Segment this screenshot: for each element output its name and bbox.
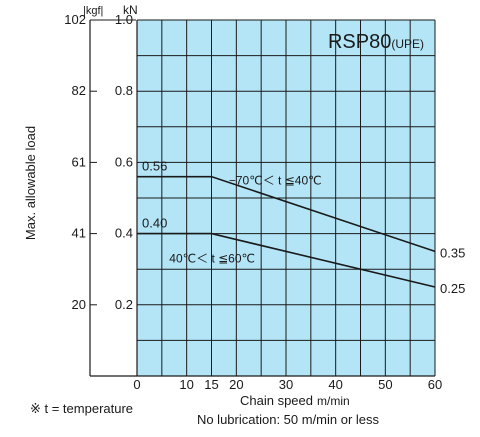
series-name-label: 40℃＜ t ≦60℃	[169, 252, 255, 266]
y-axis-label: Max. allowable load	[23, 126, 38, 240]
series-end-label: 0.35	[440, 245, 465, 260]
series-start-label: 0.40	[142, 216, 167, 231]
y-tick-label-kn: 1.0	[115, 12, 133, 27]
x-tick-label: 15	[204, 377, 218, 392]
axis-ticks: 0 10 15 20 30 40 50 60 1.0 0.8 0.6 0.4 0.2 102 82 61 41 2…	[64, 12, 442, 392]
x-axis-unit: m/min	[317, 394, 350, 408]
y-unit-kgf: |kgf|	[83, 5, 103, 17]
series-line	[137, 232, 436, 288]
x-tick-label: 50	[378, 377, 392, 392]
chart-title-main: RSP80	[328, 31, 391, 53]
axis-frame	[89, 19, 435, 377]
y-tick-label-kn: 0.4	[115, 226, 133, 241]
y-tick-label-kn: 0.2	[115, 297, 133, 312]
y-tick-label-kgf: 41	[72, 226, 86, 241]
series-lines: 0.56 0.35 −70℃＜ t ≦40℃ 0.40 0.25 40℃＜ t ≦60℃	[137, 159, 465, 296]
x-tick-label: 30	[279, 377, 293, 392]
y-tick-label-kn: 0.6	[115, 154, 133, 169]
y-unit-kn: kN	[123, 3, 138, 17]
y-tick-label-kgf: 20	[72, 297, 86, 312]
series-end-label: 0.25	[440, 281, 465, 296]
y-tick-label-kgf: 61	[72, 154, 86, 169]
grid	[136, 19, 436, 377]
x-axis-label-text: Chain speed	[240, 393, 313, 408]
series-start-label: 0.56	[142, 159, 167, 174]
x-tick-label: 60	[428, 377, 442, 392]
y-tick-label-kn: 0.8	[115, 83, 133, 98]
series-line	[137, 175, 436, 253]
x-tick-label: 20	[229, 377, 243, 392]
x-tick-label: 40	[328, 377, 342, 392]
x-axis-label: Chain speed m/min	[240, 393, 350, 408]
x-tick-label: 0	[133, 377, 140, 392]
lubrication-note: No lubrication: 50 m/min or less	[197, 412, 380, 427]
series-name-label: −70℃＜ t ≦40℃	[229, 174, 322, 188]
temperature-note: ※ t = temperature	[30, 401, 133, 416]
chart-title-suffix: (UPE)	[391, 37, 424, 51]
y-tick-label-kgf: 102	[64, 12, 86, 27]
y-tick-label-kgf: 82	[72, 83, 86, 98]
x-tick-label: 10	[179, 377, 193, 392]
chart-title: RSP80(UPE)	[328, 31, 424, 53]
